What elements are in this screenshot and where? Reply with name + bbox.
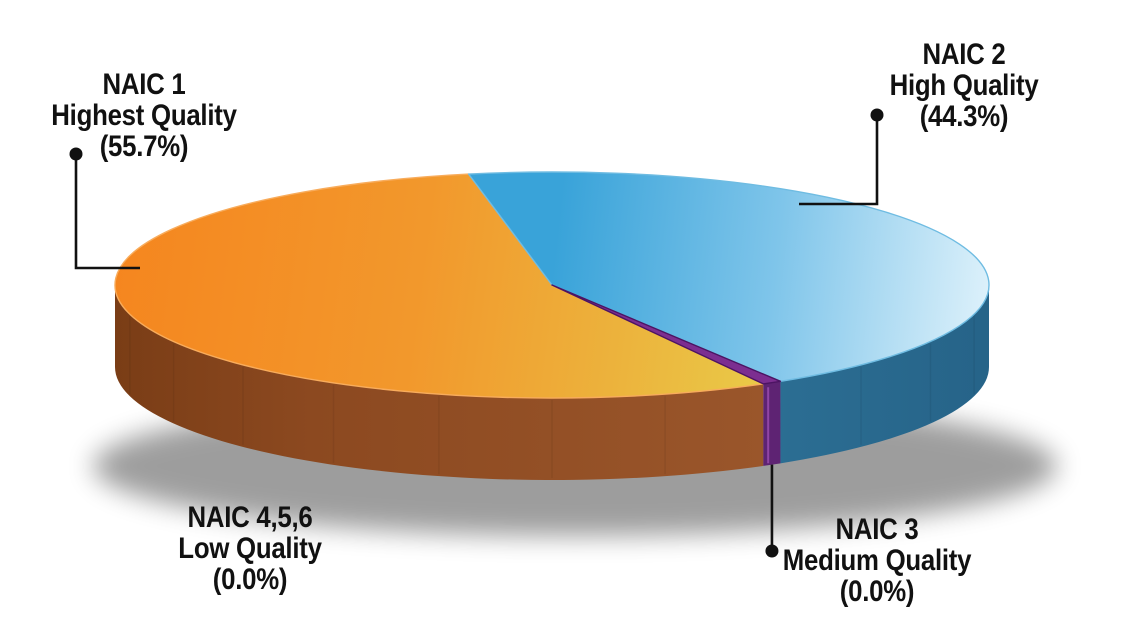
slice-name: NAIC 1 (102, 68, 186, 101)
slice-quality: Highest Quality (51, 99, 237, 132)
callout-naic-2-line (799, 121, 879, 206)
callout-naic-1-dot (69, 147, 83, 161)
slice-quality: Low Quality (178, 532, 322, 565)
callout-naic-3-dot (765, 544, 779, 558)
slice-naic-1-side (115, 285, 764, 480)
callout-naic-1: NAIC 1 Highest Quality (55.7%) (32, 69, 256, 162)
slice-naic-3-top (551, 284, 782, 385)
slice-naic-2-side (780, 285, 989, 464)
slice-percent: (0.0%) (212, 563, 288, 596)
slice-name: NAIC 2 (922, 38, 1006, 71)
slice-naic-1-top (114, 173, 765, 399)
slice-naic-2-top (467, 171, 990, 383)
callout-naic-3: NAIC 3 Medium Quality (0.0%) (765, 514, 989, 607)
callout-naic-2-dot (870, 108, 884, 122)
callout-naic-1-line (74, 160, 140, 270)
slice-naic-3-side (763, 381, 781, 466)
slice-name: NAIC 4,5,6 (187, 501, 313, 534)
slice-quality: Medium Quality (782, 544, 972, 577)
callout-naic-4-5-6: NAIC 4,5,6 Low Quality (0.0%) (138, 502, 362, 595)
slice-percent: (55.7%) (99, 130, 189, 163)
callout-naic-2: NAIC 2 High Quality (44.3%) (852, 39, 1076, 132)
slice-percent: (0.0%) (839, 575, 915, 608)
slice-name: NAIC 3 (835, 513, 919, 546)
slice-quality: High Quality (889, 69, 1039, 102)
slice-percent: (44.3%) (919, 100, 1009, 133)
